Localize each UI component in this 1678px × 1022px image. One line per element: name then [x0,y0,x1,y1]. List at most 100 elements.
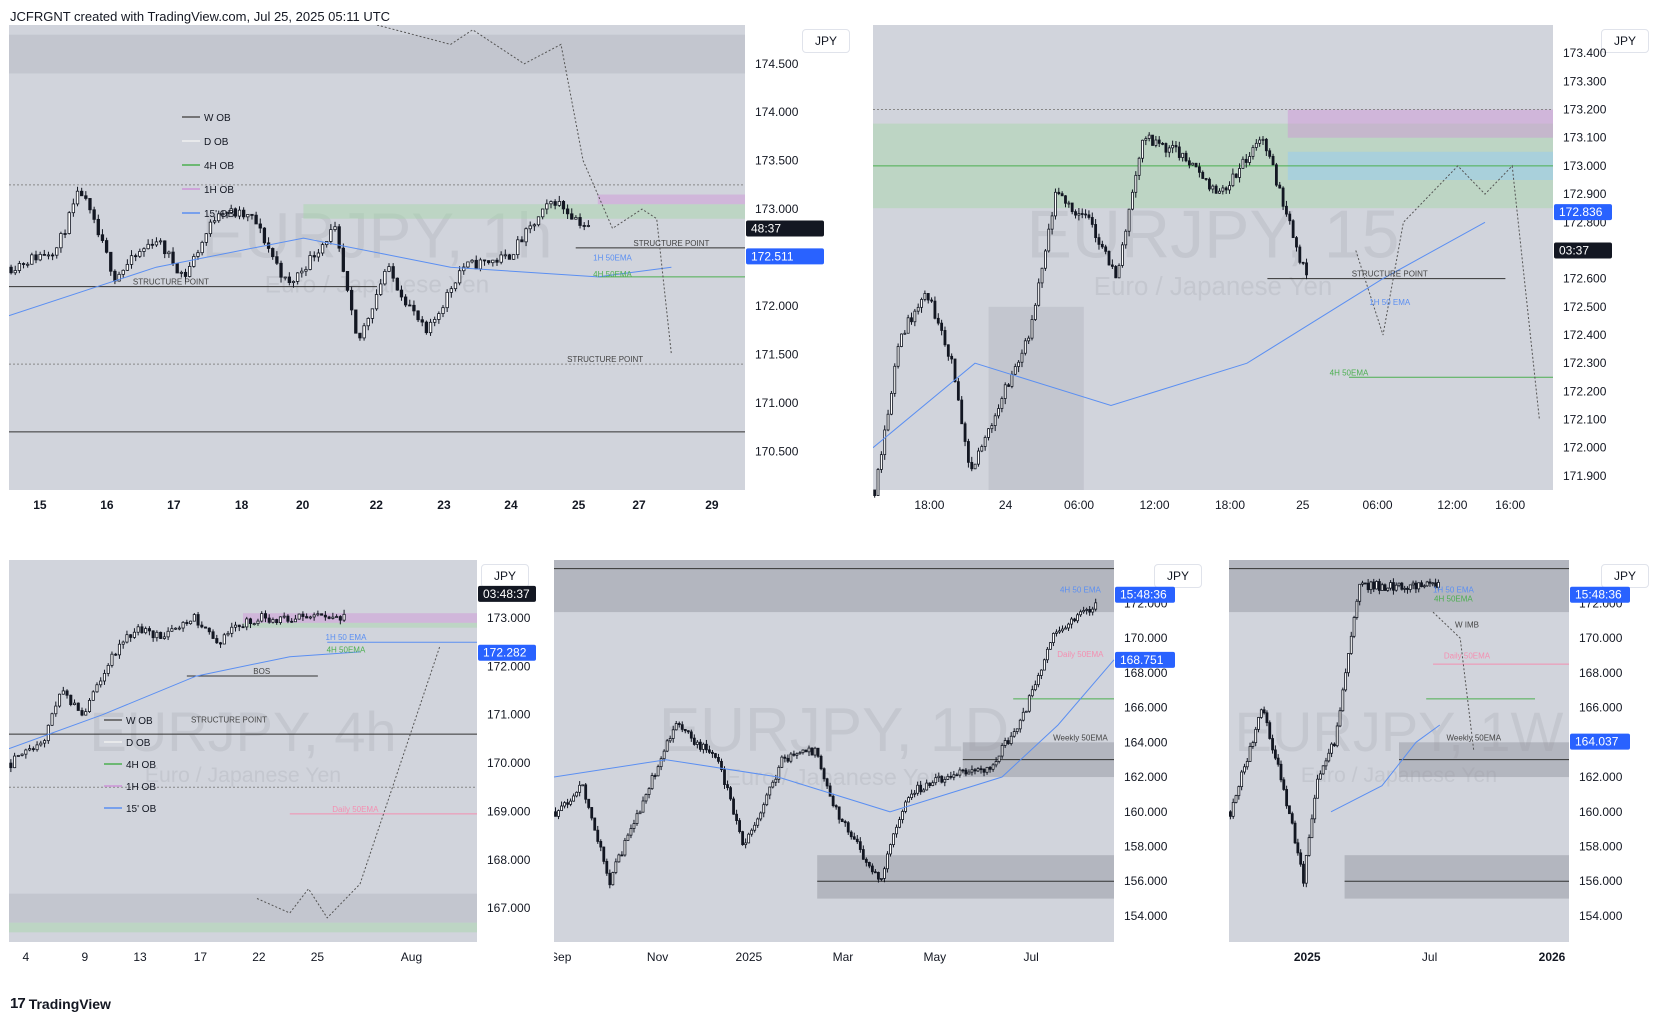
candle-body [704,743,708,751]
chart-panel-15m[interactable]: JPY EURJPY, 15 Euro / Japanese Yen STRUCTU… [873,25,1669,557]
x-tick-label: Sep [554,950,572,964]
candle-body [647,788,651,795]
candle-body [1064,195,1067,204]
candle-body [605,860,609,874]
candle-body [354,309,358,334]
candle-body [777,766,781,780]
candle-body [104,240,109,253]
candle-body [1276,757,1280,765]
candle-body [258,223,262,229]
y-tick-label: 173.400 [1563,46,1607,60]
x-tick-label: 22 [252,950,266,964]
x-tick-label: 4 [23,950,30,964]
candle-body [252,623,256,625]
candle-body [177,627,181,630]
candle-body [91,691,95,701]
annotation-label: Daily 50EMA [1444,652,1491,661]
candle-body [1018,719,1022,730]
candle-body [1290,813,1294,824]
candle-body [1080,213,1084,215]
annotation-label: STRUCTURE POINT [567,355,643,364]
candle-body [1417,582,1421,590]
candle-body [1037,282,1041,306]
candle-body [109,251,113,272]
candle-body [35,744,39,751]
candle-body [910,317,913,323]
x-tick-label: 2025 [736,950,763,964]
candle-body [301,613,305,617]
candle-body [327,616,331,619]
candle-body [300,270,304,274]
candle-body [271,619,275,623]
candles [9,186,591,341]
candle-body [1355,600,1359,618]
candle-body [747,833,751,844]
y-tick-label: 172.000 [487,659,531,673]
chart-panel-1d[interactable]: JPY EURJPY, 1D Euro / Japanese Yen 4H 50 E… [554,560,1224,986]
candle-body [1052,633,1055,644]
candle-body [428,321,433,334]
candle-body [1033,304,1037,320]
currency-button[interactable]: JPY [481,564,530,588]
candle-body [1261,138,1265,141]
currency-button[interactable]: JPY [1601,29,1650,53]
candle-body [659,758,663,768]
projection-path [1355,164,1540,420]
candle-body [936,317,940,324]
candle-body [1313,797,1317,820]
candle-body [987,428,990,438]
candle-body [1349,635,1353,654]
candle-body [1262,709,1266,714]
candle-body [34,254,38,261]
candle-body [982,768,986,773]
annotation-label: 1H 50 EMA [1369,298,1411,307]
candle-body [1061,628,1064,632]
currency-button[interactable]: JPY [1154,564,1203,588]
candle-body [1030,319,1034,339]
candle-body [1000,745,1004,757]
candle-body [877,871,880,880]
candle-body [155,631,159,639]
candle-body [291,280,296,283]
candle-body [798,752,802,755]
candle-body [1177,146,1181,158]
candle-body [1073,618,1076,622]
candle-body [768,786,772,796]
price-badge-label: 172.511 [751,249,794,263]
candle-body [1316,778,1319,799]
x-tick-label: Jul [1023,950,1038,964]
candle-body [237,209,242,217]
legend-entry: 4H OB [126,760,156,771]
candle-body [1408,584,1412,590]
x-tick-label: 18 [235,498,249,512]
candle-body [1049,642,1052,650]
annotation-label: Daily 50EMA [1057,650,1104,659]
candle-body [1254,728,1258,744]
candle-body [248,618,253,625]
candle-body [587,798,591,808]
candle-body [391,266,395,279]
annotation-label: 1H 50EMA [593,253,632,262]
currency-button[interactable]: JPY [802,29,851,53]
candle-body [245,618,249,628]
candle-body [943,778,947,783]
candle-body [993,415,997,427]
candle-body [557,810,560,817]
y-tick-label: 166.000 [1579,701,1623,715]
candle-body [1033,684,1037,691]
candle-body [491,259,495,264]
price-badge [746,220,824,237]
candle-body [1279,763,1283,781]
candle-body [1197,166,1201,173]
candle-body [1110,264,1114,267]
candle-body [883,868,886,879]
chart-panel-1h[interactable]: JPY EURJPY, 1h Euro / Japanese Yen STRUCTU… [9,25,866,557]
candle-body [1238,168,1241,178]
candle-body [67,212,71,234]
chart-panel-4h[interactable]: JPY EURJPY, 4h Euro / Japanese Yen STRUCTU… [9,560,549,986]
candle-body [1040,267,1044,284]
y-tick-label: 173.000 [755,202,799,216]
candle-body [1120,244,1124,266]
